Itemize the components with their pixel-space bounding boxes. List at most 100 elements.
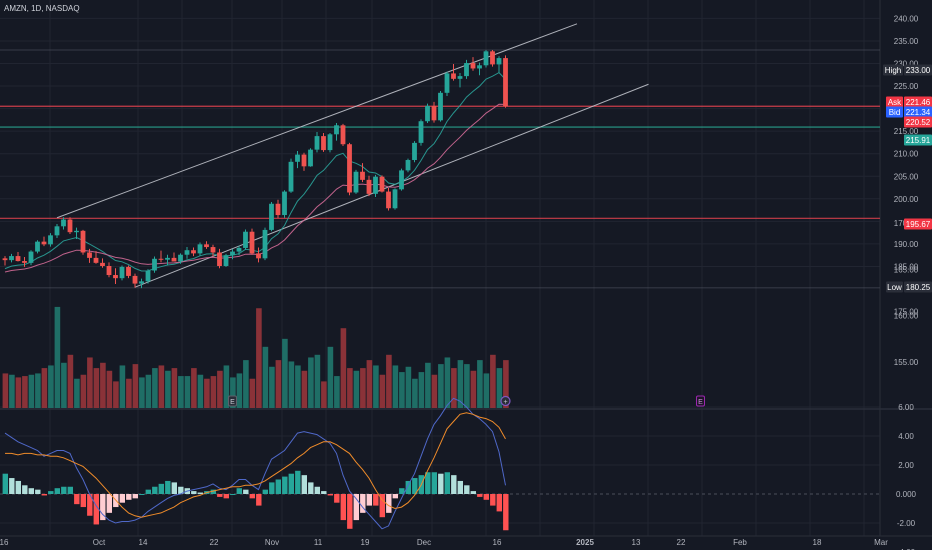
level-tag-label-box — [886, 281, 903, 293]
macd-hist-bar — [314, 486, 320, 494]
macd-hist-bar — [67, 486, 73, 494]
volume-bar — [74, 378, 80, 408]
volume-bar — [87, 357, 93, 408]
macd-hist-bar — [431, 472, 437, 494]
volume-bar — [405, 366, 412, 408]
volume-bar — [496, 368, 503, 408]
volume-bar — [470, 370, 477, 408]
macd-hist-bar — [451, 475, 457, 494]
volume-bar — [418, 372, 425, 408]
level-tag-value: 233.00 — [906, 66, 931, 75]
level-tag-4: 215.91 — [904, 134, 932, 146]
price-tick-label: 230.00 — [894, 60, 919, 69]
macd-hist-bar — [327, 494, 333, 496]
level-tag-value-box — [904, 96, 932, 108]
time-tick-label: Oct — [93, 538, 106, 547]
volume-bar — [483, 373, 490, 408]
macd-hist-bar — [54, 488, 60, 494]
macd-hist-bar — [496, 494, 502, 512]
macd-hist-bar — [165, 480, 171, 494]
level-tag-value-box — [904, 281, 932, 293]
candle-body — [301, 154, 307, 167]
candle-body — [54, 226, 60, 236]
time-tick-label: 13 — [632, 538, 641, 547]
volume-bar — [197, 374, 204, 408]
macd-hist-bar — [321, 491, 327, 494]
level-tag-label: Low — [887, 283, 902, 292]
macd-hist-bar — [379, 494, 385, 518]
candle-body — [347, 144, 352, 193]
level-tag-value-box — [904, 134, 932, 146]
candle-body — [80, 230, 86, 253]
volume-bar — [243, 360, 249, 408]
volume-bar — [444, 357, 451, 408]
level-tag-label-box — [883, 64, 903, 76]
level-tag-label: Bid — [889, 108, 901, 117]
macd-hist-bar — [490, 494, 496, 506]
candle-body — [113, 275, 118, 279]
candle-body — [288, 161, 294, 192]
price-tick-label: 190.00 — [894, 240, 919, 249]
price-tick-label: 210.00 — [894, 150, 919, 159]
volume-bar — [412, 378, 418, 408]
volume-bar — [152, 368, 158, 408]
volume-bar — [360, 368, 366, 408]
level-tag-1: 221.46 Ask — [886, 96, 932, 108]
candle-body — [184, 250, 190, 255]
macd-hist-bar — [28, 488, 34, 494]
time-tick-label: Feb — [733, 538, 747, 547]
macd-hist-bar — [93, 494, 99, 525]
candle-body — [210, 247, 216, 253]
volume-bar — [366, 360, 373, 408]
volume-bar — [230, 377, 236, 408]
candle-body — [340, 125, 346, 145]
candle-body — [35, 241, 40, 252]
macd-hist-bar — [249, 494, 255, 499]
event-marker-0: E — [228, 395, 237, 407]
candle-body — [282, 191, 287, 216]
volume-bar — [132, 364, 139, 408]
price-tick-label: 200.00 — [894, 195, 919, 204]
volume-bar — [113, 381, 119, 408]
price-tick-label: 165.00 — [894, 265, 919, 274]
volume-bar — [119, 365, 126, 408]
candle-body — [217, 252, 222, 266]
candle-body — [373, 176, 378, 194]
candle-body — [412, 142, 417, 161]
grid — [0, 0, 880, 536]
candle-body — [243, 231, 248, 248]
candle-body — [418, 121, 424, 143]
price-tick-label: 185.00 — [894, 262, 919, 271]
volume-bar — [353, 370, 360, 408]
macd-hist-bar — [48, 491, 54, 494]
candle-body — [503, 58, 508, 107]
time-tick-label: 22 — [210, 538, 219, 547]
volume-bar — [327, 346, 334, 408]
volume-bar — [178, 376, 184, 408]
macd-hist-bar — [178, 486, 184, 494]
level-tag-2: 221.34 Bid — [886, 106, 932, 118]
candle-body — [93, 257, 99, 263]
macd-hist-bar — [87, 494, 93, 516]
time-axis[interactable]: 16 Oct 14 22 Nov 11 19 Dec 16 2025 13 22 Feb 18 Mar — [0, 538, 888, 547]
candle-body — [236, 247, 242, 252]
macd-hist-bar — [126, 494, 132, 500]
macd-hist-bar — [256, 494, 262, 506]
volume-bar — [41, 368, 48, 408]
candle-body — [249, 231, 255, 254]
volume-bar — [9, 374, 15, 408]
candle-body — [171, 257, 177, 262]
volume-bar — [347, 368, 353, 408]
macd-hist-bar — [152, 486, 158, 494]
candle-body — [74, 230, 79, 233]
time-tick-label: 14 — [139, 538, 148, 547]
earnings-marker-box — [696, 395, 705, 407]
volume-pane — [2, 306, 509, 408]
volume-bar — [67, 354, 74, 408]
macd-axis[interactable]: 6.00 4.00 2.00 0.000 -2.00 -4.00 — [896, 403, 917, 550]
macd-tick-label: 6.00 — [898, 403, 914, 412]
volume-bar — [106, 370, 113, 408]
macd-hist-bar — [438, 473, 444, 494]
volume-bar — [340, 328, 347, 408]
